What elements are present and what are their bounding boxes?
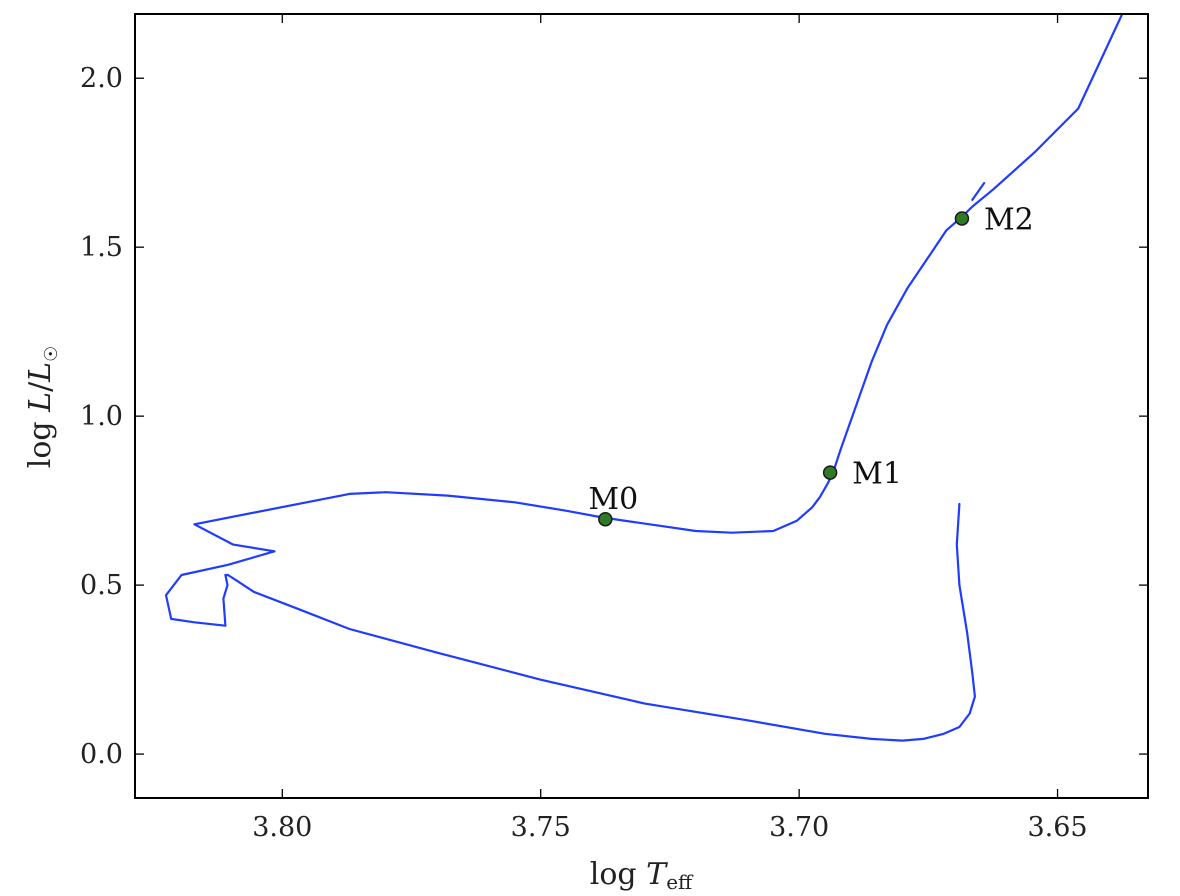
y-tick-labels: 0.0 0.5 1.0 1.5 2.0 xyxy=(80,63,123,770)
label-m0: M0 xyxy=(588,482,638,517)
x-tick-label: 3.75 xyxy=(511,812,571,843)
y-tick-label: 0.0 xyxy=(80,739,123,770)
track-line xyxy=(164,14,1124,742)
y-axis-label: log L/L☉ xyxy=(23,346,62,469)
label-m2: M2 xyxy=(984,202,1034,237)
svg-text:log L/L☉: log L/L☉ xyxy=(23,346,62,469)
x-tick-label: 3.70 xyxy=(769,812,829,843)
y-tick-label: 2.0 xyxy=(80,63,123,94)
marker-m0 xyxy=(598,511,613,527)
y-tick-label: 0.5 xyxy=(80,570,123,601)
y-tick-label: 1.0 xyxy=(80,401,123,432)
axis-ticks xyxy=(135,14,1148,798)
x-tick-labels: 3.80 3.75 3.70 3.65 xyxy=(252,812,1087,843)
annotation-group: M0 M1 M2 xyxy=(588,202,1033,517)
plot-frame xyxy=(134,13,1149,799)
label-m1: M1 xyxy=(852,457,902,492)
track-segment xyxy=(971,181,986,201)
x-axis-label: log Teff xyxy=(590,857,694,894)
x-tick-label: 3.65 xyxy=(1027,812,1087,843)
x-tick-label: 3.80 xyxy=(252,812,312,843)
marker-m2 xyxy=(954,211,970,226)
series-group xyxy=(164,14,1124,742)
y-tick-label: 1.5 xyxy=(80,232,123,263)
marker-group xyxy=(598,211,970,527)
marker-m1 xyxy=(822,465,838,480)
